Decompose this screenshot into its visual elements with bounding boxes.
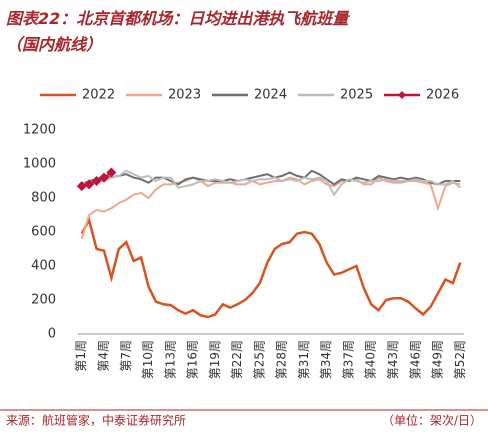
series-line	[81, 169, 461, 197]
point-marker	[98, 172, 109, 183]
x-tick-label: 第40周	[364, 340, 378, 379]
chart-title: 图表22：北京首都机场：日均进出港执飞航班量	[6, 9, 350, 28]
legend-label: 2023	[168, 88, 201, 103]
series-line	[80, 216, 462, 319]
series-line	[80, 176, 461, 240]
x-tick-label: 第13周	[163, 340, 177, 379]
x-tick-label: 第10周	[141, 340, 155, 379]
x-tick-label: 第1周	[74, 340, 88, 372]
legend-marker	[398, 91, 406, 99]
legend-label: 2025	[340, 88, 373, 103]
legend-label: 2024	[254, 88, 287, 103]
unit: （单位：架次/日）	[382, 413, 482, 428]
x-tick-label: 第22周	[230, 340, 244, 379]
x-tick-label: 第37周	[341, 340, 355, 379]
legend-label: 2022	[82, 88, 115, 103]
y-tick-label: 600	[31, 225, 56, 240]
series-line	[81, 169, 461, 186]
y-tick-label: 400	[31, 259, 56, 274]
y-tick-label: 200	[31, 293, 56, 308]
x-tick-label: 第25周	[252, 340, 266, 379]
source: 来源：航班管家，中泰证券研究所	[6, 413, 186, 428]
x-tick-label: 第28周	[275, 340, 289, 379]
point-marker	[91, 176, 102, 186]
y-tick-label: 1200	[23, 123, 56, 138]
y-tick-label: 0	[48, 327, 56, 342]
point-marker	[106, 167, 117, 178]
legend-label: 2026	[426, 88, 459, 103]
point-marker	[76, 181, 87, 192]
chart-subtitle: （国内航线）	[6, 35, 102, 54]
x-tick-label: 第52周	[453, 340, 467, 379]
x-tick-label: 第19周	[208, 340, 222, 379]
x-tick-label: 第46周	[408, 340, 422, 379]
x-tick-label: 第7周	[119, 340, 133, 372]
x-tick-label: 第43周	[386, 340, 400, 379]
x-tick-label: 第4周	[96, 340, 110, 372]
x-tick-label: 第49周	[431, 340, 445, 379]
x-tick-label: 第31周	[297, 340, 311, 379]
point-marker	[84, 179, 95, 190]
x-tick-label: 第16周	[186, 340, 200, 379]
y-tick-label: 1000	[23, 157, 56, 172]
x-tick-label: 第34周	[319, 340, 333, 379]
y-tick-label: 800	[31, 191, 56, 206]
